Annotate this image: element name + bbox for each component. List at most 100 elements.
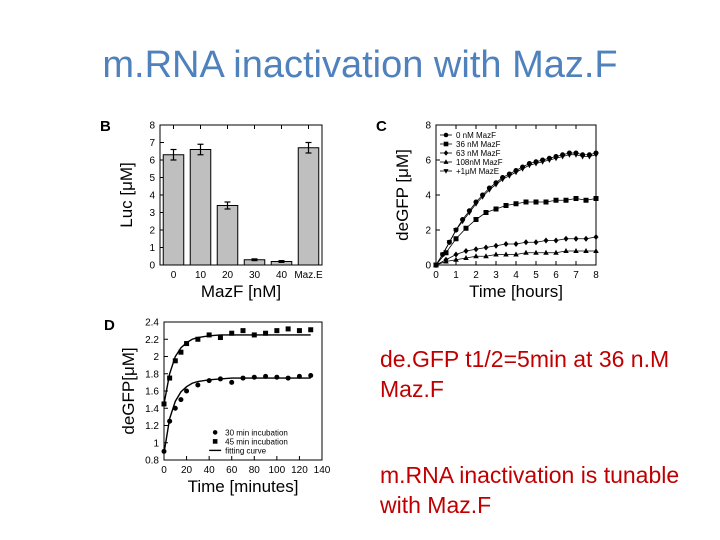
x-tick-label: 20 [181, 465, 193, 476]
x-axis-label: Time [hours] [469, 282, 563, 301]
data-point [593, 234, 599, 240]
data-point [553, 237, 559, 244]
data-point [506, 173, 513, 179]
note-half-life: de.GFP t1/2=5min at 36 n.M Maz.F [380, 346, 670, 402]
x-tick-label: 10 [195, 270, 207, 281]
x-tick-label: 40 [204, 465, 216, 476]
data-point [523, 249, 529, 255]
data-point [513, 201, 519, 207]
panel-letter-c: C [376, 118, 387, 135]
data-point [195, 382, 201, 388]
y-tick-label: 2 [425, 226, 431, 237]
y-tick-label: 6 [149, 156, 155, 167]
legend-marker [212, 430, 218, 435]
data-point [493, 251, 499, 257]
data-point [583, 197, 589, 203]
data-point [539, 159, 546, 165]
data-point [463, 255, 469, 260]
data-point [553, 156, 559, 162]
x-tick-label: 60 [226, 465, 238, 476]
data-point [466, 210, 473, 216]
data-point [583, 248, 589, 253]
data-point [563, 235, 569, 242]
data-point [463, 248, 469, 254]
legend-label: 36 nM MazF [456, 140, 501, 149]
x-tick-label: 5 [533, 270, 539, 281]
data-point [446, 240, 453, 246]
data-point [523, 239, 529, 246]
y-tick-label: 1.2 [145, 421, 159, 432]
data-point [285, 326, 291, 332]
data-point [573, 196, 579, 201]
legend-marker [443, 141, 449, 147]
data-point [563, 248, 569, 253]
y-tick-label: 1 [153, 438, 159, 449]
data-point [178, 397, 184, 403]
data-point [206, 332, 212, 338]
legend-marker [443, 150, 449, 156]
x-tick-label: 8 [593, 270, 599, 281]
x-tick-label: 3 [493, 270, 499, 281]
data-point [513, 251, 519, 257]
legend-marker [212, 439, 218, 444]
data-point [463, 225, 469, 231]
y-tick-label: 0 [425, 261, 431, 272]
y-axis-label: deGFP [μM] [393, 149, 412, 241]
y-tick-label: 6 [425, 156, 431, 167]
data-point [263, 330, 269, 336]
y-tick-label: 0.8 [145, 456, 159, 467]
data-point [251, 374, 257, 380]
data-point [513, 241, 519, 247]
data-point [483, 210, 489, 215]
data-point [533, 239, 539, 246]
data-point [459, 219, 466, 225]
data-point [543, 237, 549, 244]
y-tick-label: 8 [149, 121, 155, 132]
data-point [433, 263, 439, 268]
data-point [443, 250, 449, 256]
data-point [195, 336, 201, 342]
data-point [586, 154, 593, 160]
legend-marker [443, 132, 449, 138]
data-point [296, 328, 302, 334]
data-point [217, 335, 223, 341]
data-point [593, 196, 599, 201]
data-point [473, 246, 479, 253]
data-point [172, 358, 178, 364]
degfp-incubation-chart: D 0 20 40 60 80 100 120 140 0.8 1 1.2 1.4 1.6 1.8 2 2.2 2… [104, 317, 331, 496]
data-point [453, 228, 459, 233]
x-tick-label: 0 [433, 270, 439, 281]
data-point [553, 249, 559, 255]
data-point [483, 244, 489, 251]
x-tick-label: 7 [573, 270, 579, 281]
legend-label: +1μM MazE [456, 167, 499, 176]
legend-label: 45 min incubation [225, 437, 288, 446]
slide-title: m.RNA inactivation with Maz.F [102, 44, 618, 86]
data-point [486, 187, 493, 193]
series-2: 63 nM MazF [433, 149, 599, 268]
data-point [503, 203, 509, 208]
bar [162, 154, 185, 266]
data-point [493, 242, 499, 249]
series-3: 108nM MazF [433, 158, 599, 267]
x-tick-label: 0 [161, 465, 167, 476]
data-point [240, 328, 246, 334]
legend-label: 63 nM MazF [456, 149, 501, 158]
luc-bar-chart: B 0 1 2 3 4 5 6 7 8 0 10 20 30 40 Maz.E MazF [nM] Luc [μM… [100, 118, 323, 301]
y-tick-label: 3 [149, 208, 155, 219]
x-tick-label: 120 [291, 465, 308, 476]
data-point [553, 197, 559, 203]
x-tick-label: 4 [513, 270, 519, 281]
data-point [308, 327, 314, 333]
x-tick-label: 20 [222, 270, 234, 281]
data-point [533, 199, 539, 205]
data-point [566, 152, 573, 158]
x-tick-label: 0 [171, 270, 177, 281]
x-tick-label: 40 [276, 270, 288, 281]
data-point [229, 330, 235, 336]
fitting-curve [163, 377, 311, 454]
x-tick-label: 30 [249, 270, 261, 281]
y-tick-label: 7 [149, 138, 155, 149]
data-point [453, 236, 459, 242]
panel-letter-d: D [104, 317, 115, 334]
